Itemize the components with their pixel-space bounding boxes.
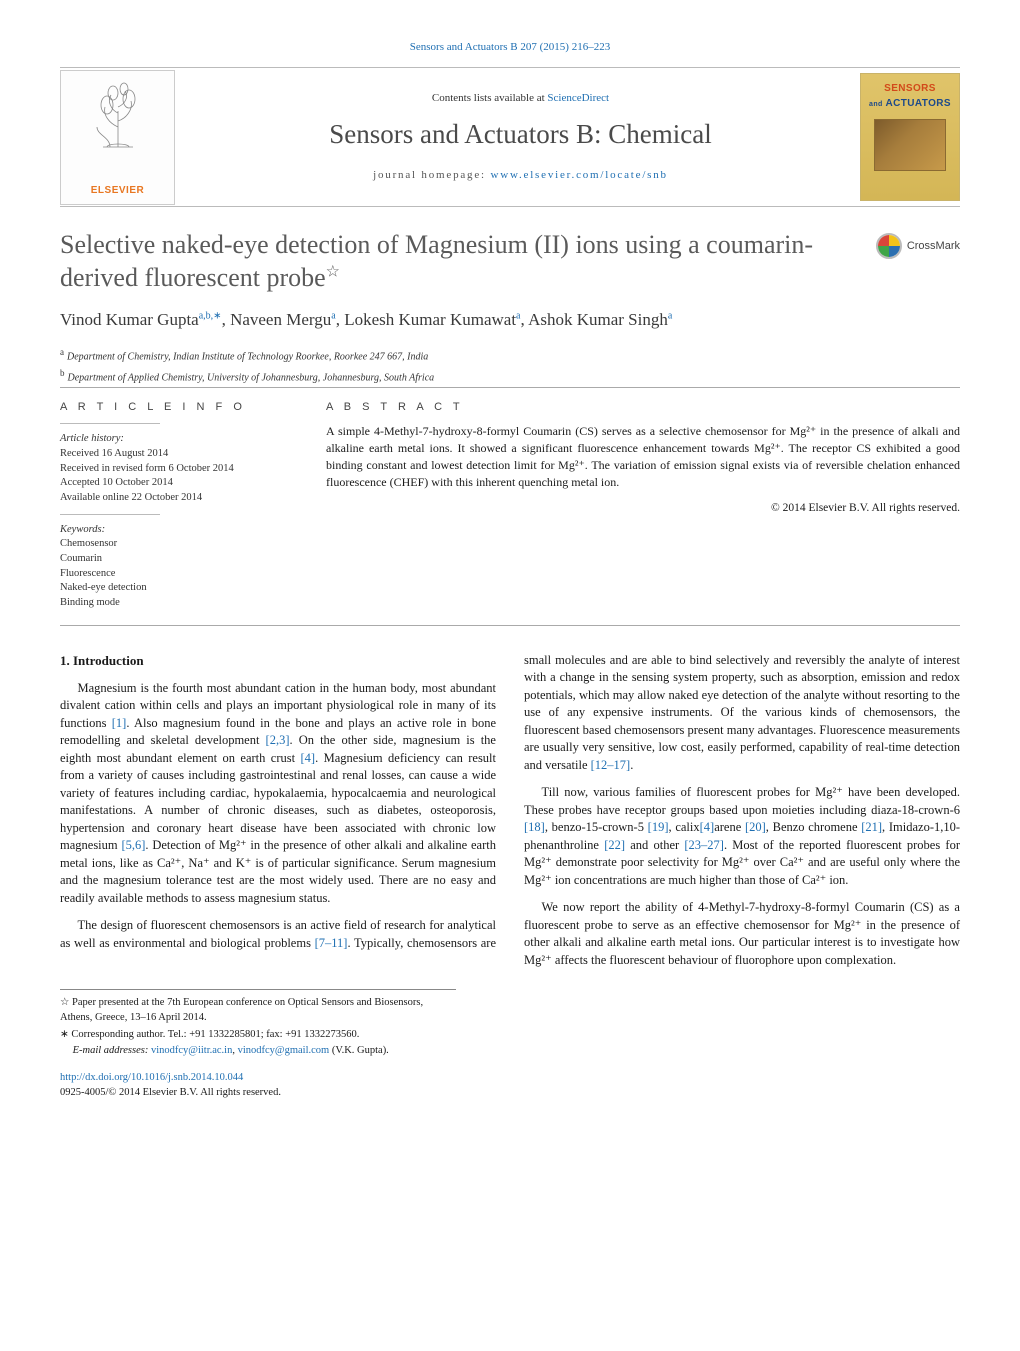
crossmark-icon <box>876 233 902 259</box>
crossmark-badge[interactable]: CrossMark <box>876 233 960 259</box>
citation-link[interactable]: Sensors and Actuators B 207 (2015) 216–2… <box>410 41 610 53</box>
keyword: Fluorescence <box>60 567 296 582</box>
banner-center: Contents lists available at ScienceDirec… <box>185 81 856 194</box>
author-list: Vinod Kumar Guptaa,b,∗, Naveen Mergua, L… <box>60 308 960 332</box>
citation-ref[interactable]: [20] <box>745 820 766 834</box>
affiliation: bDepartment of Applied Chemistry, Univer… <box>60 367 960 385</box>
citation-ref[interactable]: [5,6] <box>121 838 145 852</box>
abstract-text: A simple 4-Methyl-7-hydroxy-8-formyl Cou… <box>326 423 960 490</box>
affiliation: aDepartment of Chemistry, Indian Institu… <box>60 346 960 364</box>
keyword: Chemosensor <box>60 537 296 552</box>
abstract-heading: A B S T R A C T <box>326 400 960 415</box>
footnote-emails: E-mail addresses: vinodfcy@iitr.ac.in, v… <box>60 1044 456 1059</box>
citation-ref[interactable]: [22] <box>604 838 625 852</box>
crossmark-label: CrossMark <box>907 239 960 254</box>
history-entry: Accepted 10 October 2014 <box>60 476 296 491</box>
paragraph-1: Magnesium is the fourth most abundant ca… <box>60 680 496 908</box>
email-1[interactable]: vinodfcy@iitr.ac.in <box>151 1045 232 1056</box>
citation-ref[interactable]: [1] <box>112 716 127 730</box>
issn-copyright: 0925-4005/© 2014 Elsevier B.V. All right… <box>60 1087 281 1098</box>
homepage-link[interactable]: www.elsevier.com/locate/snb <box>490 169 667 181</box>
email-2[interactable]: vinodfcy@gmail.com <box>238 1045 330 1056</box>
citation-ref[interactable]: [23–27] <box>684 838 724 852</box>
publisher-word: ELSEVIER <box>91 184 144 198</box>
history-entry: Available online 22 October 2014 <box>60 491 296 506</box>
section-heading-1: 1. Introduction <box>60 652 496 670</box>
paragraph-4: We now report the ability of 4-Methyl-7-… <box>524 899 960 969</box>
paragraph-3: Till now, various families of fluorescen… <box>524 784 960 889</box>
journal-homepage: journal homepage: www.elsevier.com/locat… <box>193 168 848 183</box>
title-text: Selective naked-eye detection of Magnesi… <box>60 230 813 292</box>
article-info-heading: A R T I C L E I N F O <box>60 400 296 415</box>
journal-cover: SENSORS and ACTUATORS <box>860 73 960 201</box>
keyword: Coumarin <box>60 552 296 567</box>
abstract: A B S T R A C T A simple 4-Methyl-7-hydr… <box>326 400 960 611</box>
history-entry: Received 16 August 2014 <box>60 447 296 462</box>
citation-ref[interactable]: [4] <box>700 820 715 834</box>
citation-ref[interactable]: [7–11] <box>315 936 348 950</box>
history-entry: Received in revised form 6 October 2014 <box>60 462 296 477</box>
cover-thumb <box>874 119 946 171</box>
journal-name: Sensors and Actuators B: Chemical <box>193 116 848 154</box>
keyword: Binding mode <box>60 596 296 611</box>
emails-label: E-mail addresses: <box>73 1045 151 1056</box>
footnotes: ☆ Paper presented at the 7th European co… <box>60 989 456 1059</box>
article-info: A R T I C L E I N F O Article history: R… <box>60 400 296 611</box>
elsevier-tree-icon <box>87 77 149 155</box>
history-label: Article history: <box>60 432 296 447</box>
homepage-pre: journal homepage: <box>373 169 490 181</box>
journal-banner: ELSEVIER Contents lists available at Sci… <box>60 67 960 207</box>
keyword: Naked-eye detection <box>60 581 296 596</box>
article-title: Selective naked-eye detection of Magnesi… <box>60 229 864 294</box>
author: Naveen Mergua <box>230 310 336 329</box>
citation-header: Sensors and Actuators B 207 (2015) 216–2… <box>60 40 960 55</box>
cover-word-2: and ACTUATORS <box>869 97 951 111</box>
sciencedirect-link[interactable]: ScienceDirect <box>547 92 609 104</box>
publisher-logo: ELSEVIER <box>60 70 175 205</box>
contents-pre: Contents lists available at <box>432 92 547 104</box>
cover-word-1: SENSORS <box>884 82 936 96</box>
keywords-label: Keywords: <box>60 523 296 538</box>
citation-ref[interactable]: [4] <box>301 751 316 765</box>
citation-ref[interactable]: [19] <box>648 820 669 834</box>
author: Lokesh Kumar Kumawata <box>344 310 520 329</box>
title-footnote-star: ☆ <box>326 263 340 280</box>
footnote-conference: ☆ Paper presented at the 7th European co… <box>60 996 456 1025</box>
footnote-corresponding: ∗ Corresponding author. Tel.: +91 133228… <box>60 1028 456 1043</box>
citation-ref[interactable]: [2,3] <box>266 733 290 747</box>
citation-ref[interactable]: [12–17] <box>591 758 631 772</box>
doi-link[interactable]: http://dx.doi.org/10.1016/j.snb.2014.10.… <box>60 1072 243 1083</box>
footer-identifiers: http://dx.doi.org/10.1016/j.snb.2014.10.… <box>60 1071 960 1100</box>
author: Vinod Kumar Guptaa,b,∗ <box>60 310 222 329</box>
citation-ref[interactable]: [21] <box>861 820 882 834</box>
citation-ref[interactable]: [18] <box>524 820 545 834</box>
article-body: 1. Introduction Magnesium is the fourth … <box>60 652 960 970</box>
contents-line: Contents lists available at ScienceDirec… <box>193 91 848 106</box>
abstract-copyright: © 2014 Elsevier B.V. All rights reserved… <box>326 500 960 516</box>
author: Ashok Kumar Singha <box>528 310 672 329</box>
